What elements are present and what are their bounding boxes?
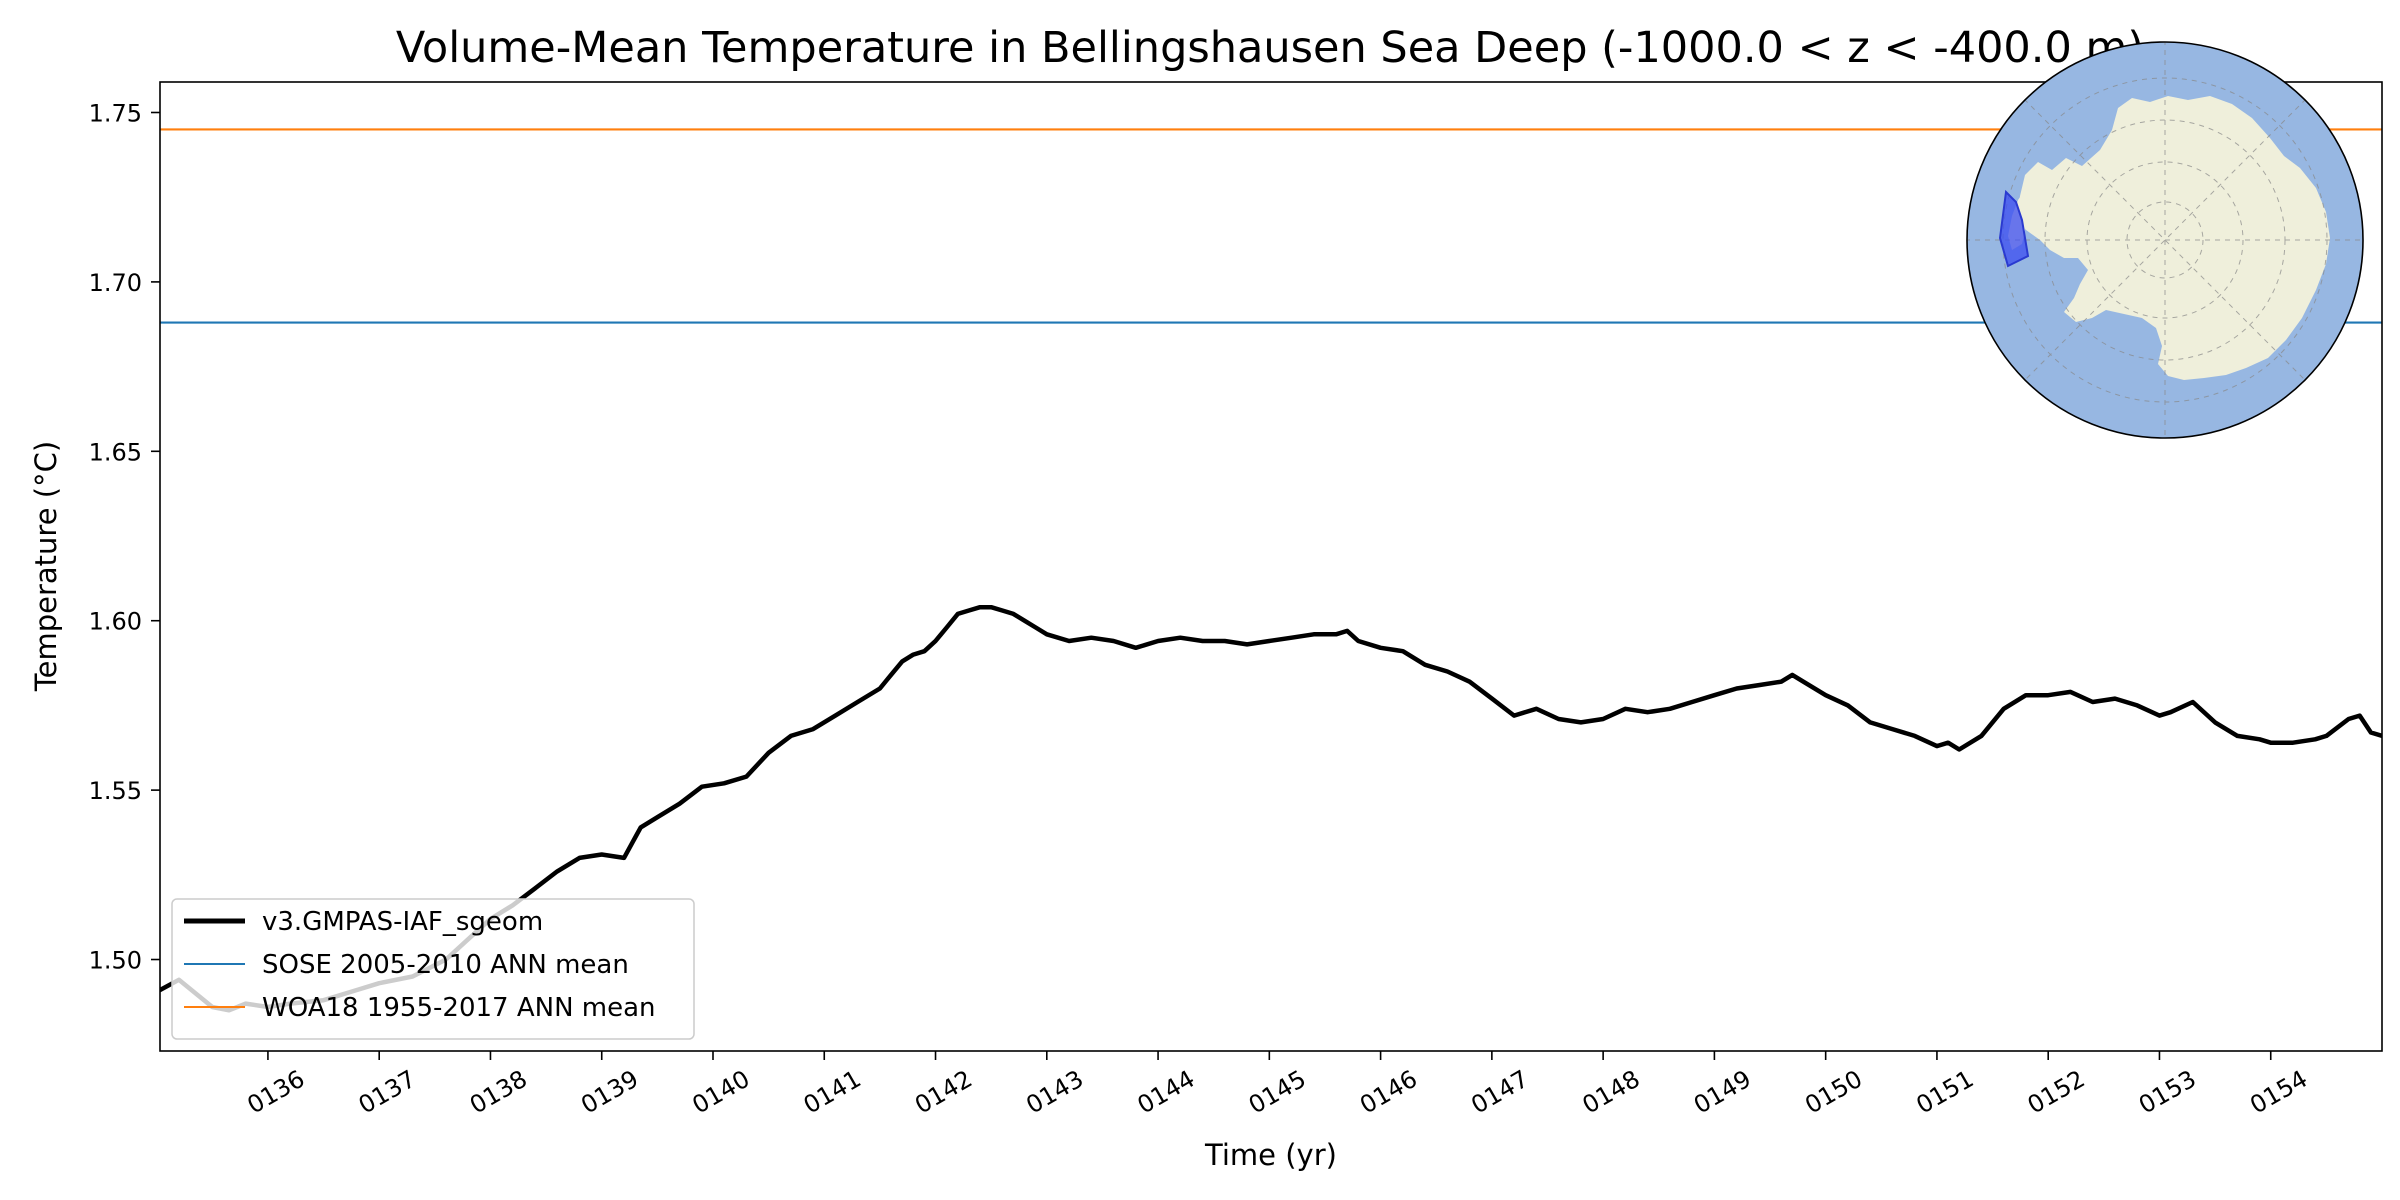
y-tick-label: 1.70 — [89, 269, 142, 297]
y-axis: 1.50 1.55 1.60 1.65 1.70 1.75 — [89, 99, 160, 975]
x-axis-label: Time (yr) — [1204, 1138, 1337, 1172]
y-tick-label: 1.75 — [89, 99, 142, 127]
legend-label-sose: SOSE 2005-2010 ANN mean — [262, 950, 629, 980]
x-tick-label: 0138 — [465, 1065, 532, 1120]
x-tick-label: 0143 — [1021, 1065, 1088, 1120]
x-tick-label: 0144 — [1133, 1065, 1200, 1120]
map-graticule — [1967, 42, 2363, 438]
x-tick-label: 0137 — [354, 1065, 421, 1120]
y-tick-label: 1.65 — [89, 438, 142, 466]
inset-map — [1966, 41, 2364, 439]
legend: v3.GMPAS-IAF_sgeom SOSE 2005-2010 ANN me… — [171, 898, 695, 1040]
x-tick-label: 0150 — [1800, 1065, 1867, 1120]
y-tick-label: 1.55 — [89, 777, 142, 805]
x-tick-label: 0140 — [688, 1065, 755, 1120]
y-tick-label: 1.60 — [89, 608, 142, 636]
x-tick-label: 0146 — [1355, 1065, 1422, 1120]
map-border — [1966, 41, 2364, 439]
x-tick-label: 0149 — [1689, 1065, 1756, 1120]
series-line-model — [160, 604, 2382, 1013]
chart-title: Volume-Mean Temperature in Bellingshause… — [396, 23, 2144, 73]
y-tick-label: 1.50 — [89, 947, 142, 975]
legend-box — [171, 898, 695, 1040]
map-region-bellingshausen — [1998, 189, 2030, 268]
axes-frame — [159, 81, 2383, 1052]
x-tick-label: 0153 — [2134, 1065, 2201, 1120]
x-tick-label: 0152 — [2023, 1065, 2090, 1120]
x-tick-label: 0142 — [910, 1065, 977, 1120]
x-tick-label: 0154 — [2245, 1065, 2312, 1120]
legend-label-woa: WOA18 1955-2017 ANN mean — [262, 993, 656, 1023]
legend-label-model: v3.GMPAS-IAF_sgeom — [262, 907, 543, 937]
map-antarctica — [2018, 96, 2330, 380]
x-tick-label: 0151 — [1911, 1065, 1978, 1120]
x-tick-label: 0136 — [242, 1065, 309, 1120]
x-tick-label: 0139 — [576, 1065, 643, 1120]
x-tick-label: 0145 — [1244, 1065, 1311, 1120]
x-tick-label: 0147 — [1466, 1065, 1533, 1120]
y-axis-label: Temperature (°C) — [29, 441, 63, 692]
x-tick-label: 0148 — [1578, 1065, 1645, 1120]
x-tick-label: 0141 — [799, 1065, 866, 1120]
x-axis: 0136 0137 0138 0139 0140 0141 0142 0143 0144 0145… — [242, 1051, 2312, 1119]
